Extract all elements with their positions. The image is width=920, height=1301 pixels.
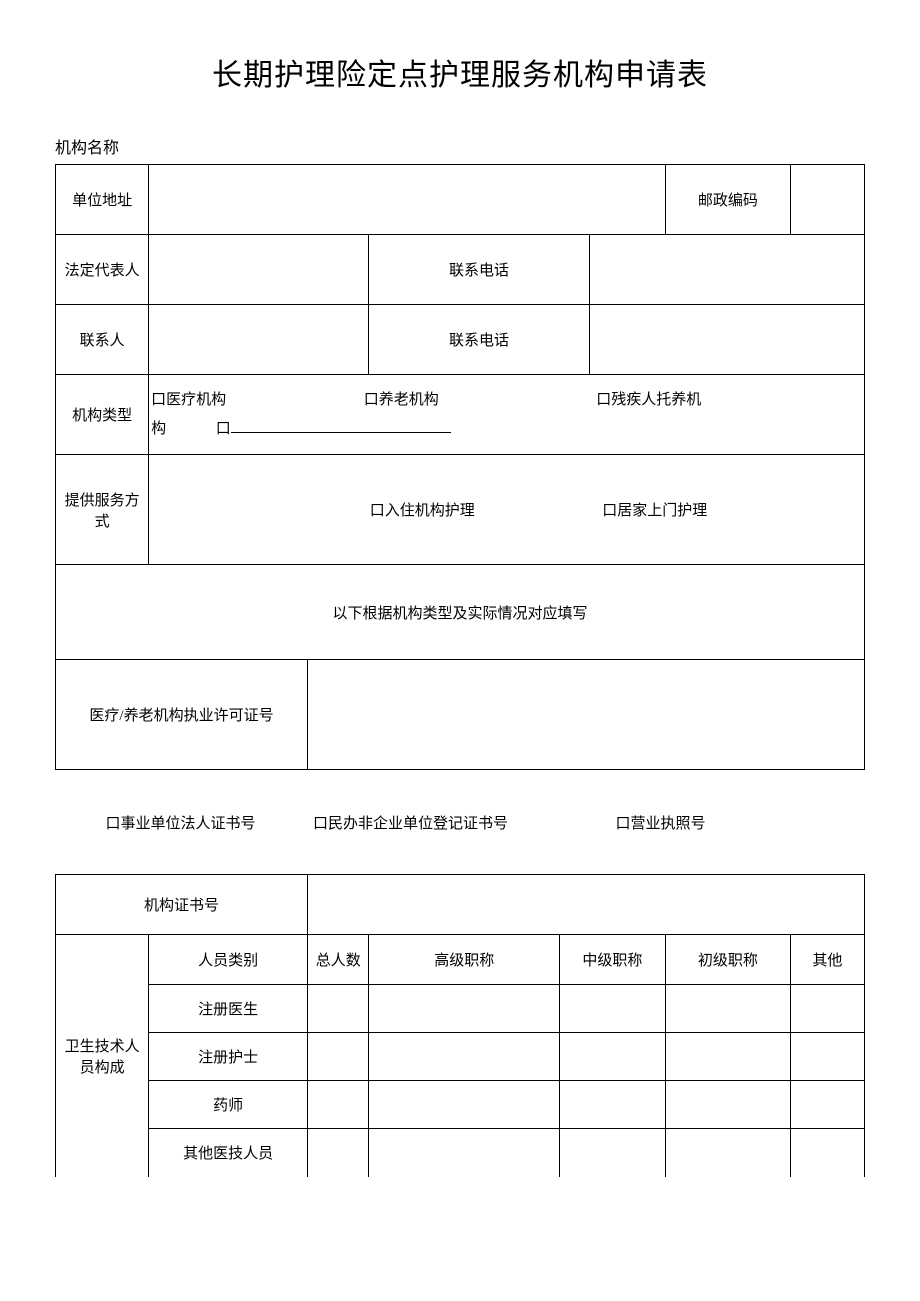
contact-phone-label: 联系电话 — [369, 305, 589, 375]
contact-phone-value[interactable] — [589, 305, 864, 375]
service-opt-home[interactable]: 口居家上门护理 — [602, 503, 707, 519]
legal-rep-label: 法定代表人 — [56, 235, 149, 305]
license-value[interactable] — [308, 660, 865, 770]
staff-hdr-total: 总人数 — [308, 935, 369, 985]
nurse-total[interactable] — [308, 1033, 369, 1081]
postcode-value[interactable] — [790, 165, 864, 235]
address-label: 单位地址 — [56, 165, 149, 235]
org-type-opt-medical[interactable]: 口医疗机构 — [151, 392, 226, 408]
pharmacist-other[interactable] — [790, 1081, 864, 1129]
org-type-opt-disabled[interactable]: 口残疾人托养机 — [596, 392, 701, 408]
service-opt-institution[interactable]: 口入住机构护理 — [370, 503, 475, 519]
application-form-table: 单位地址 邮政编码 法定代表人 联系电话 联系人 联系电话 机构类型 口医疗机构… — [55, 164, 865, 1177]
cert-opt-institution[interactable]: 口事业单位法人证书号 — [106, 816, 256, 832]
page-title: 长期护理险定点护理服务机构申请表 — [55, 50, 865, 94]
legal-rep-phone-value[interactable] — [589, 235, 864, 305]
org-type-label: 机构类型 — [56, 375, 149, 455]
doctor-senior[interactable] — [369, 985, 560, 1033]
staff-side-label: 卫生技术人员构成 — [56, 935, 149, 1177]
org-type-options[interactable]: 口医疗机构 口养老机构 口残疾人托养机 构 口 — [149, 375, 865, 455]
org-type-opt-disabled-suffix: 构 — [151, 421, 166, 437]
nurse-junior[interactable] — [665, 1033, 790, 1081]
staff-hdr-senior: 高级职称 — [369, 935, 560, 985]
staff-row-doctor: 注册医生 — [149, 985, 308, 1033]
staff-hdr-category: 人员类别 — [149, 935, 308, 985]
cert-num-value[interactable] — [308, 875, 865, 935]
cert-num-label: 机构证书号 — [56, 875, 308, 935]
address-value[interactable] — [149, 165, 666, 235]
legal-rep-phone-label: 联系电话 — [369, 235, 589, 305]
other-tech-mid[interactable] — [559, 1129, 665, 1177]
service-mode-label: 提供服务方式 — [56, 455, 149, 565]
org-type-other-input[interactable] — [231, 416, 451, 433]
other-tech-other[interactable] — [790, 1129, 864, 1177]
org-type-opt-elderly[interactable]: 口养老机构 — [364, 392, 439, 408]
other-tech-senior[interactable] — [369, 1129, 560, 1177]
service-mode-options[interactable]: 口入住机构护理 口居家上门护理 — [149, 455, 865, 565]
nurse-other[interactable] — [790, 1033, 864, 1081]
pharmacist-junior[interactable] — [665, 1081, 790, 1129]
doctor-mid[interactable] — [559, 985, 665, 1033]
pharmacist-mid[interactable] — [559, 1081, 665, 1129]
other-tech-total[interactable] — [308, 1129, 369, 1177]
doctor-junior[interactable] — [665, 985, 790, 1033]
staff-hdr-mid: 中级职称 — [559, 935, 665, 985]
staff-hdr-other: 其他 — [790, 935, 864, 985]
org-name-label: 机构名称 — [55, 134, 865, 158]
nurse-senior[interactable] — [369, 1033, 560, 1081]
staff-hdr-junior: 初级职称 — [665, 935, 790, 985]
pharmacist-total[interactable] — [308, 1081, 369, 1129]
postcode-label: 邮政编码 — [665, 165, 790, 235]
org-type-opt-other-prefix[interactable]: 口 — [216, 421, 231, 437]
contact-label: 联系人 — [56, 305, 149, 375]
license-label: 医疗/养老机构执业许可证号 — [56, 660, 308, 770]
contact-value[interactable] — [149, 305, 369, 375]
doctor-total[interactable] — [308, 985, 369, 1033]
doctor-other[interactable] — [790, 985, 864, 1033]
nurse-mid[interactable] — [559, 1033, 665, 1081]
staff-row-other-tech: 其他医技人员 — [149, 1129, 308, 1177]
staff-row-nurse: 注册护士 — [149, 1033, 308, 1081]
other-tech-junior[interactable] — [665, 1129, 790, 1177]
cert-opt-business[interactable]: 口营业执照号 — [616, 816, 706, 832]
pharmacist-senior[interactable] — [369, 1081, 560, 1129]
section-note: 以下根据机构类型及实际情况对应填写 — [56, 565, 865, 660]
cert-type-options[interactable]: 口事业单位法人证书号 口民办非企业单位登记证书号 口营业执照号 — [56, 770, 865, 875]
legal-rep-value[interactable] — [149, 235, 369, 305]
cert-opt-private[interactable]: 口民办非企业单位登记证书号 — [313, 816, 508, 832]
staff-row-pharmacist: 药师 — [149, 1081, 308, 1129]
